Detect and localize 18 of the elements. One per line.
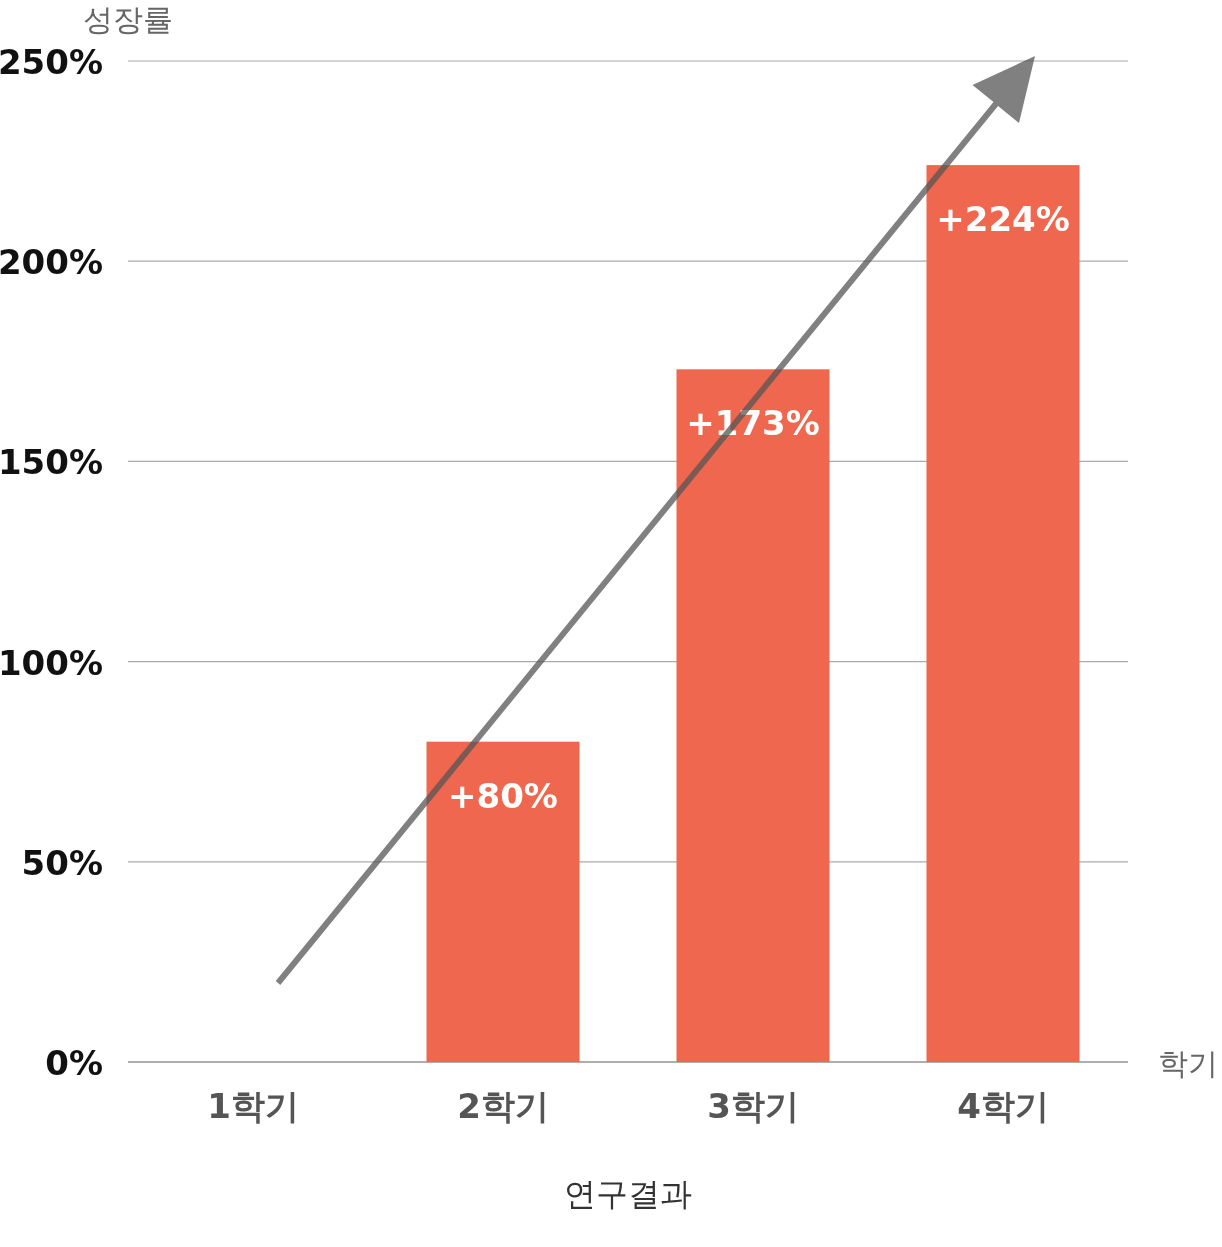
y-tick-label: 150% — [0, 442, 103, 483]
x-tick-label: 4학기 — [957, 1086, 1049, 1126]
y-tick-label: 0% — [45, 1043, 103, 1083]
y-tick-label: 100% — [0, 642, 103, 683]
data-label: +80% — [448, 775, 558, 816]
bar — [426, 741, 580, 1062]
bar — [676, 369, 830, 1062]
x-tick-label: 2학기 — [457, 1086, 549, 1126]
y-tick-label: 250% — [0, 42, 103, 82]
y-axis-title: 성장률 — [83, 2, 173, 37]
data-label: +224% — [936, 199, 1070, 240]
y-tick-label: 50% — [21, 842, 103, 883]
text: 연구결과 — [564, 1175, 692, 1213]
x-tick-label: 1학기 — [207, 1086, 299, 1126]
bar — [926, 165, 1080, 1062]
y-tick-label: 200% — [0, 242, 103, 283]
x-tick-label: 3학기 — [707, 1086, 799, 1126]
x-axis-title: 학기 — [1158, 1046, 1218, 1081]
